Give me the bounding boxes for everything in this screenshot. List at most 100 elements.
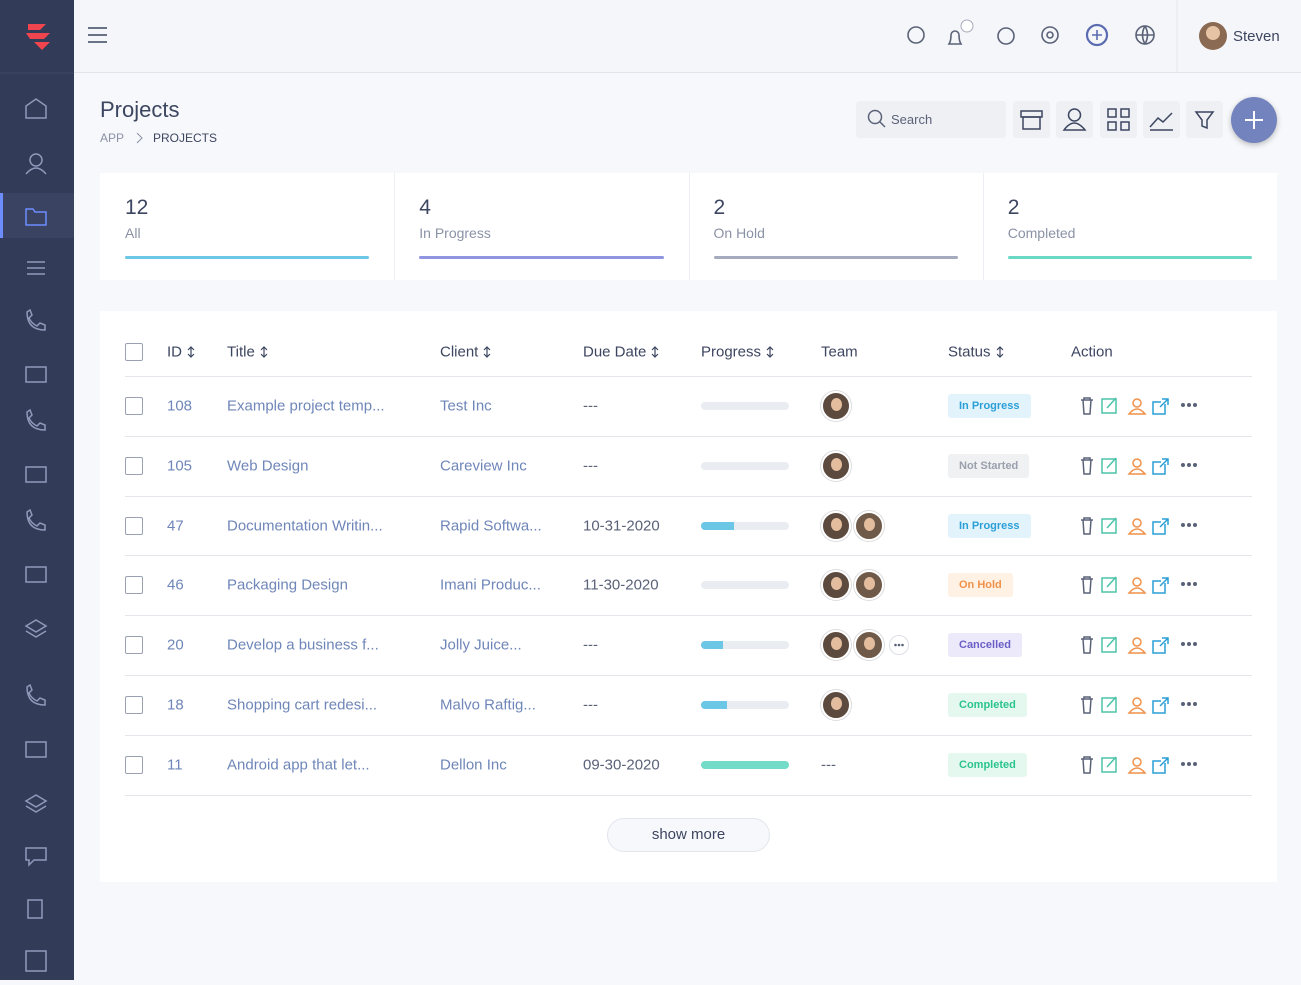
client-name[interactable]: Careview Inc: [440, 457, 527, 475]
sidebar-icons: [0, 24, 74, 972]
project-title[interactable]: Documentation Writin...: [227, 517, 383, 534]
stat-value[interactable]: 12: [125, 196, 149, 219]
project-title[interactable]: Android app that let...: [227, 756, 370, 774]
progress-track: [701, 641, 789, 650]
more-members-button[interactable]: [889, 635, 909, 656]
action-icons[interactable]: [1077, 516, 1202, 536]
project-title[interactable]: Shopping cart redesi...: [227, 696, 378, 714]
project-id[interactable]: 18: [167, 696, 184, 714]
team-avatar[interactable]: [821, 689, 851, 720]
team-avatar[interactable]: [854, 630, 884, 661]
nav-icons[interactable]: [24, 98, 48, 972]
team-avatar[interactable]: [821, 450, 851, 481]
search-box[interactable]: Search: [856, 101, 1006, 138]
project-id[interactable]: 105: [167, 457, 193, 475]
project-id[interactable]: 47: [167, 517, 184, 534]
stat-bar: [125, 256, 370, 259]
client-name[interactable]: Malvo Raftig...: [440, 696, 536, 714]
action-icons[interactable]: [1077, 695, 1202, 715]
column-header[interactable]: Progress: [701, 343, 762, 361]
page-title: Projects: [100, 97, 180, 122]
sort-icon[interactable]: [187, 346, 195, 358]
stat-label[interactable]: In Progress: [419, 225, 491, 241]
row-checkbox[interactable]: [125, 456, 143, 475]
stat-label[interactable]: On Hold: [713, 225, 765, 241]
user-filter-button[interactable]: [1056, 101, 1093, 138]
project-id[interactable]: 46: [167, 576, 184, 594]
stat-value[interactable]: 2: [1007, 196, 1020, 219]
team-avatar[interactable]: [821, 630, 851, 661]
team-empty: ---: [821, 756, 836, 774]
archive-button[interactable]: [1013, 101, 1050, 138]
add-button[interactable]: [1231, 97, 1277, 143]
action-icons[interactable]: [1077, 755, 1202, 775]
stat-value[interactable]: 4: [419, 196, 431, 219]
select-all-checkbox[interactable]: [125, 343, 143, 361]
row-actions[interactable]: [1071, 755, 1202, 780]
action-icons[interactable]: [1077, 456, 1202, 476]
sort-icon[interactable]: [996, 346, 1004, 358]
grid-view-button[interactable]: [1100, 101, 1137, 138]
column-header[interactable]: Client: [440, 343, 479, 361]
row-checkbox[interactable]: [125, 396, 143, 415]
chart-button[interactable]: [1143, 101, 1180, 138]
avatar-face: [1206, 26, 1220, 40]
sort-icon[interactable]: [766, 346, 774, 358]
project-id[interactable]: 20: [167, 636, 184, 654]
project-title[interactable]: Packaging Design: [227, 576, 348, 594]
stat-label[interactable]: Completed: [1007, 225, 1076, 241]
progress-bar: [701, 700, 728, 709]
row-checkbox[interactable]: [125, 516, 143, 535]
row-checkbox[interactable]: [125, 755, 143, 774]
user-name[interactable]: Steven: [1233, 28, 1280, 45]
column-header: Action: [1071, 343, 1113, 361]
project-id[interactable]: 11: [167, 756, 183, 774]
client-name[interactable]: Test Inc: [440, 397, 492, 415]
column-header[interactable]: Title: [227, 343, 255, 361]
toolbar-icons[interactable]: [907, 23, 1155, 47]
projects-table: ID Title Client Due Date Progress Team Status A…: [100, 311, 1277, 882]
show-more-button[interactable]: show more: [607, 817, 770, 852]
team-avatar[interactable]: [854, 510, 884, 541]
sort-icon[interactable]: [483, 346, 491, 358]
breadcrumb-item[interactable]: APP: [100, 131, 125, 145]
team-avatar[interactable]: [854, 570, 884, 601]
row-checkbox[interactable]: [125, 695, 143, 714]
action-icons[interactable]: [1077, 575, 1202, 595]
row-actions[interactable]: [1071, 695, 1202, 720]
row-actions[interactable]: [1071, 516, 1202, 541]
row-checkbox[interactable]: [125, 636, 143, 655]
row-actions[interactable]: [1071, 575, 1202, 600]
column-header[interactable]: Due Date: [583, 343, 647, 361]
icon: [1062, 108, 1087, 131]
row-checkbox[interactable]: [125, 576, 143, 595]
icon: [1194, 111, 1215, 130]
team-avatar[interactable]: [821, 390, 851, 421]
column-header[interactable]: Status: [948, 343, 991, 361]
avatar-face: [864, 577, 875, 591]
breadcrumb-separator: [136, 132, 143, 144]
project-title[interactable]: Develop a business f...: [227, 636, 379, 654]
client-name[interactable]: Imani Produc...: [440, 576, 541, 594]
menu-button[interactable]: [88, 27, 107, 43]
team-avatar[interactable]: [821, 570, 851, 601]
sort-icon[interactable]: [260, 346, 268, 358]
column-header[interactable]: ID: [167, 343, 182, 361]
stat-label[interactable]: All: [125, 225, 141, 241]
icon: [1107, 108, 1130, 131]
project-title[interactable]: Web Design: [227, 457, 309, 475]
action-icons[interactable]: [1077, 396, 1202, 416]
row-actions[interactable]: [1071, 635, 1202, 660]
client-name[interactable]: Dellon Inc: [440, 756, 507, 774]
row-actions[interactable]: [1071, 396, 1202, 421]
client-name[interactable]: Jolly Juice...: [440, 636, 522, 654]
sort-icon[interactable]: [651, 346, 659, 358]
row-actions[interactable]: [1071, 456, 1202, 481]
stat-value[interactable]: 2: [713, 196, 726, 219]
project-title[interactable]: Example project temp...: [227, 397, 385, 415]
team-avatar[interactable]: [821, 510, 851, 541]
filter-button[interactable]: [1186, 101, 1223, 138]
project-id[interactable]: 108: [167, 397, 193, 415]
action-icons[interactable]: [1077, 635, 1202, 655]
client-name[interactable]: Rapid Softwa...: [440, 517, 542, 534]
